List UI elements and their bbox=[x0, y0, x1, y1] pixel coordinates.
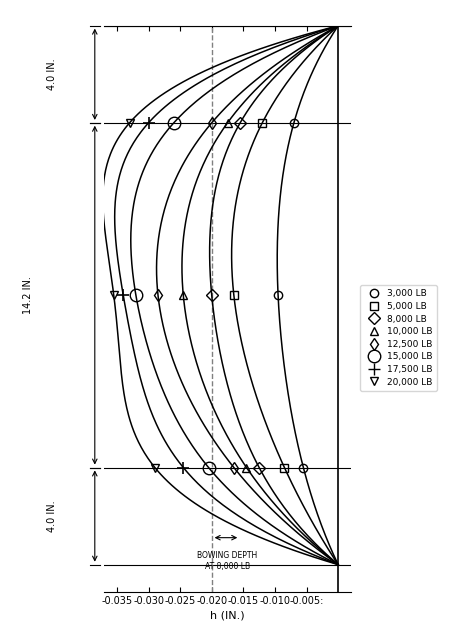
Text: 14.2 IN.: 14.2 IN. bbox=[23, 276, 34, 314]
X-axis label: h (IN.): h (IN.) bbox=[210, 611, 245, 620]
Text: 4.0 IN.: 4.0 IN. bbox=[47, 500, 57, 532]
Legend: 3,000 LB, 5,000 LB, 8,000 LB, 10,000 LB, 12,500 LB, 15,000 LB, 17,500 LB, 20,000: 3,000 LB, 5,000 LB, 8,000 LB, 10,000 LB,… bbox=[360, 285, 438, 391]
Text: BOWING DEPTH
AT 8,000 LB: BOWING DEPTH AT 8,000 LB bbox=[197, 551, 258, 570]
Text: 4.0 IN.: 4.0 IN. bbox=[47, 59, 57, 90]
